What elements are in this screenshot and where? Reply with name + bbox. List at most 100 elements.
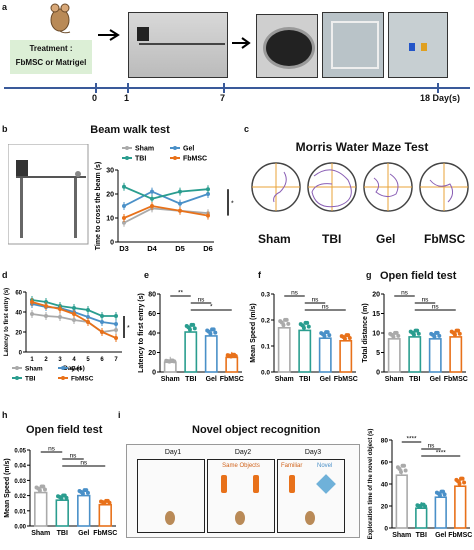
bar [184,331,198,373]
data-point [42,487,47,492]
data-point [80,491,85,496]
data-point [59,496,64,501]
x-tick-label: D4 [147,244,157,253]
data-point [398,470,403,475]
bar [454,485,467,529]
data-point [100,330,104,334]
data-point [100,320,104,324]
y-axis-label: Mean Speed (m/s) [250,303,257,363]
x-tick-label: D6 [203,244,213,253]
chart-f: 0.0 0.1 0.2 0.3 Mean Speed (m/s) Sham TBI Gel Fb… [250,290,358,384]
data-point [192,326,197,331]
y-tick-label: 0.03 [14,479,26,485]
data-point [150,204,154,208]
bar [434,496,447,529]
legend-label: Gel [71,366,82,373]
maze-label-sham: Sham [258,232,291,246]
x-tick-label: TBI [416,532,427,539]
y-tick-label: 20 [15,331,22,337]
data-point [435,330,440,335]
treatment-label: Treatment : [29,44,73,53]
significance-label: * [127,325,130,332]
data-point [85,490,90,495]
arrow-icon [98,29,120,41]
water-maze-photo [256,14,318,78]
data-point [281,323,286,328]
panel-c-title: Morris Water Maze Test [295,140,429,154]
x-tick-label: FbMSC [448,532,472,539]
day3-label: Day3 [304,449,322,456]
chart-b: 0 10 20 30 Time to cross the beam (s) D3 D4 D5 D… [95,146,234,254]
data-point [306,324,311,329]
bar [387,338,401,373]
data-point [114,314,118,318]
nor-schematic: Day1 Day2 Day3 Same Objects Familiar Nov… [126,444,360,538]
data-point [286,321,291,326]
legend-label: Gel [183,146,194,153]
series-line [123,185,209,200]
x-tick-label: Gel [435,532,446,539]
panel-b-title: Beam walk test [90,124,170,136]
legend-marker [61,366,65,370]
tick-day18: 18 Day(s) [420,93,461,103]
y-axis-label: Latency to first entry (s) [4,288,10,356]
x-tick-label: Gel [206,376,217,383]
data-point [178,208,182,213]
significance-label: ns [401,290,409,297]
series-line [123,207,209,224]
x-tick-label: TBI [185,376,196,383]
y-tick-label: 5 [376,350,380,357]
y-axis-label: Mean Speed (m/s) [4,458,11,518]
same-objects-label: Same Objects [222,463,260,469]
y-tick-label: 40 [381,482,389,489]
chart-d: 0 20 40 60 Latency to first entry (s) 1 2 3 4 5 6 7… [4,288,130,383]
data-point [394,330,399,335]
data-point [327,333,332,338]
y-axis-label: Latency to first entry (s) [138,293,145,373]
x-tick-label: 1 [30,357,34,363]
x-tick-label: Gel [320,376,331,383]
legend-marker [173,146,177,150]
x-tick-label: TBI [299,376,310,383]
day1-label: Day1 [164,449,182,456]
data-point [206,192,210,196]
water-maze-traces [251,162,469,212]
significance-label: **** [406,436,417,443]
data-point [452,332,457,337]
bar [77,494,91,527]
novel-object-photo [388,12,448,78]
data-point [416,331,421,336]
x-tick-label: Sham [31,530,50,537]
data-point [114,322,118,326]
treatment-box: Treatment : FbMSC or Matrigel [10,40,92,74]
x-tick-label: TBI [409,376,420,383]
data-point [208,331,213,336]
timeline [4,83,470,93]
panel-i-letter: i [118,410,121,420]
y-tick-label: 0.01 [14,509,26,515]
panel-h-title: Open field test [26,424,103,436]
y-tick-label: 20 [106,192,114,199]
panel-d-letter: d [2,270,8,280]
data-point [457,481,462,486]
data-point [206,213,210,218]
y-tick-label: 80 [148,292,156,299]
bar [55,499,69,527]
y-tick-label: 0.1 [261,344,270,351]
y-tick-label: 15 [372,311,380,318]
y-tick-label: 0.2 [261,318,270,325]
data-point [191,322,196,327]
panel-i-title: Novel object recognition [192,424,321,436]
y-tick-label: 60 [148,311,156,318]
y-tick-label: 40 [148,331,156,338]
x-tick-label: D3 [119,244,129,253]
significance-label: ns [80,460,88,467]
maze-label-gel: Gel [376,232,396,246]
bar [225,356,239,373]
legend-marker [125,156,129,160]
panel-c-letter: c [244,124,250,134]
x-tick-label: 4 [72,357,76,363]
data-point [30,300,34,304]
significance-label: ns [428,443,436,450]
